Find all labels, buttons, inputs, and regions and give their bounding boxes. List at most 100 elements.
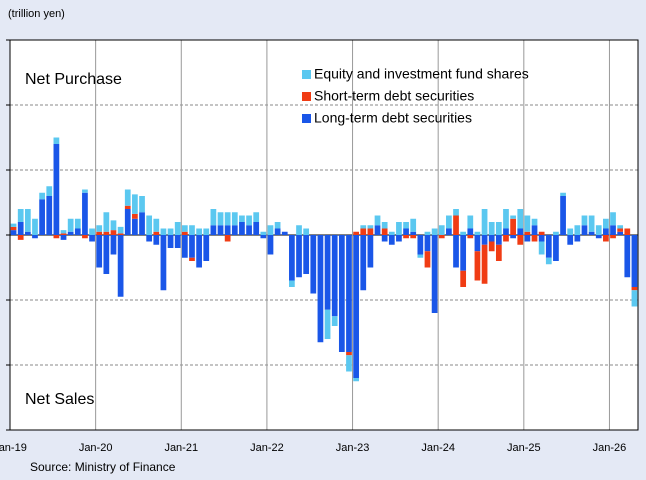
bar-segment xyxy=(381,235,388,242)
bar-segment xyxy=(167,228,174,235)
bar-segment xyxy=(96,235,103,268)
bar-segment xyxy=(110,220,117,231)
bar-segment xyxy=(588,231,595,235)
bar-segment xyxy=(474,251,481,281)
bar-segment xyxy=(67,231,74,235)
bar-segment xyxy=(281,231,288,235)
bar-segment xyxy=(53,137,60,144)
legend-swatch xyxy=(302,92,311,101)
bar-segment xyxy=(231,212,238,226)
bar-segment xyxy=(310,235,317,294)
bar-segment xyxy=(481,244,488,284)
bar-segment xyxy=(453,209,459,216)
bar-segment xyxy=(460,235,467,271)
bar-segment xyxy=(10,226,17,231)
x-tick-label: Jan-24 xyxy=(421,442,455,454)
x-tick-label: Jan-21 xyxy=(164,442,198,454)
bar-segment xyxy=(338,235,345,352)
bar-segment xyxy=(438,235,445,239)
bar-segment xyxy=(367,228,374,235)
bar-segment xyxy=(46,196,53,235)
bar-segment xyxy=(124,209,131,235)
bar-segment xyxy=(124,205,131,209)
bar-segment xyxy=(396,235,402,242)
bar-segment xyxy=(346,352,352,356)
bar-segment xyxy=(624,228,631,235)
bar-segment xyxy=(403,222,409,229)
bar-segment xyxy=(467,215,474,229)
bar-segment xyxy=(424,231,431,235)
bar-segment xyxy=(39,199,45,235)
source: Source: Ministry of Finance xyxy=(30,460,176,474)
bar-segment xyxy=(503,235,509,242)
bar-segment xyxy=(381,228,388,235)
bar-segment xyxy=(517,235,524,245)
bar-segment xyxy=(224,212,231,226)
bar-segment xyxy=(417,235,424,255)
bar-segment xyxy=(289,280,295,287)
bar-segment xyxy=(517,209,524,229)
bar-segment xyxy=(531,235,538,242)
bar-segment xyxy=(239,215,245,222)
bar-segment xyxy=(388,231,395,235)
bar-segment xyxy=(617,225,624,229)
bar-segment xyxy=(495,222,502,235)
bar-segment xyxy=(488,241,495,252)
bar-segment xyxy=(210,209,217,226)
bar-segment xyxy=(610,235,616,239)
bar-segment xyxy=(103,235,110,274)
bar-segment xyxy=(267,235,274,255)
bar-segment xyxy=(503,228,509,235)
bar-segment xyxy=(560,196,566,235)
bar-segment xyxy=(32,235,38,239)
bar-segment xyxy=(381,222,388,229)
bar-segment xyxy=(453,215,459,235)
bar-segment xyxy=(503,209,509,229)
bar-segment xyxy=(224,225,231,235)
legend-label: Long-term debt securities xyxy=(314,110,472,126)
bar-segment xyxy=(424,251,431,268)
bar-segment xyxy=(203,228,210,235)
bar-segment xyxy=(117,233,124,235)
bar-segment xyxy=(567,228,574,235)
bar-segment xyxy=(410,218,417,232)
bar-segment xyxy=(253,212,260,222)
bar-segment xyxy=(117,226,124,234)
bar-segment xyxy=(495,235,502,245)
bar-segment xyxy=(146,235,153,242)
bar-segment xyxy=(274,228,281,235)
bar-segment xyxy=(346,235,352,352)
bar-segment xyxy=(360,228,367,235)
bar-segment xyxy=(610,212,616,226)
bar-segment xyxy=(403,228,409,235)
bar-segment xyxy=(531,225,538,235)
x-tick-label: Jan-19 xyxy=(0,442,27,454)
bar-segment xyxy=(603,235,609,242)
legend-swatch xyxy=(302,70,311,79)
bar-segment xyxy=(410,231,417,235)
bar-segment xyxy=(82,235,88,239)
bar-segment xyxy=(588,215,595,232)
x-tick-label: Jan-26 xyxy=(593,442,627,454)
bar-segment xyxy=(446,215,452,229)
bar-segment xyxy=(453,235,459,268)
bar-segment xyxy=(631,290,638,307)
bar-segment xyxy=(367,235,374,268)
bar-segment xyxy=(538,235,545,242)
bar-segment xyxy=(524,231,531,235)
bar-segment xyxy=(303,228,310,235)
bar-segment xyxy=(360,225,367,229)
bar-segment xyxy=(367,225,374,229)
bar-segment xyxy=(60,235,67,240)
bar-segment xyxy=(531,218,538,226)
bar-segment xyxy=(467,235,474,239)
bar-segment xyxy=(431,235,438,313)
bar-segment xyxy=(553,231,559,235)
bar-segment xyxy=(446,228,452,235)
bar-segment xyxy=(324,235,331,310)
bar-segment xyxy=(132,194,138,214)
x-tick-label: Jan-25 xyxy=(507,442,541,454)
bar-segment xyxy=(424,235,431,252)
bar-segment xyxy=(631,235,638,287)
bar-segment xyxy=(603,228,609,235)
